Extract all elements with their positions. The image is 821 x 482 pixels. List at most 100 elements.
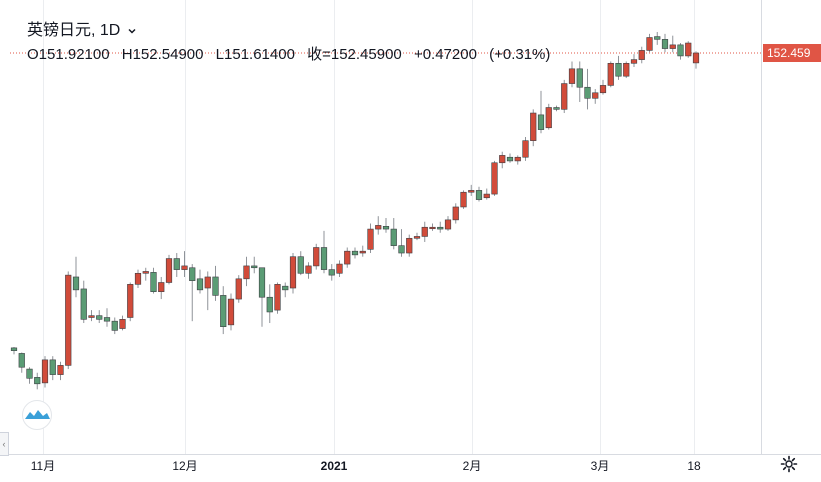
low-value: L151.61400 xyxy=(215,46,295,63)
candle-body-up xyxy=(305,265,312,274)
candle xyxy=(165,254,173,285)
candle xyxy=(367,223,374,254)
candle xyxy=(351,247,359,259)
candle-body-up xyxy=(460,191,467,208)
candle-body-up xyxy=(452,206,459,221)
candle-body-up xyxy=(344,250,351,265)
symbol-label: 英镑日元, 1D xyxy=(27,22,121,39)
high-value: H152.54900 xyxy=(121,46,204,63)
candle xyxy=(189,264,196,322)
candle-body-up xyxy=(127,284,134,318)
time-axis-label: 18 xyxy=(687,459,701,473)
candle-body-up xyxy=(336,263,343,274)
candle xyxy=(568,61,576,88)
candle-body-down xyxy=(576,68,583,88)
candle-body-up xyxy=(289,256,297,289)
change-value: +0.47200 xyxy=(413,46,477,63)
time-axis-label: 2月 xyxy=(463,459,482,473)
chevron-left-icon: ‹ xyxy=(2,439,6,449)
candle-body-down xyxy=(196,278,204,291)
candle xyxy=(34,372,41,390)
candle xyxy=(336,260,343,277)
candle-body-up xyxy=(630,59,638,64)
candle-body-down xyxy=(677,44,684,57)
candle xyxy=(382,218,390,233)
time-axis-label: 3月 xyxy=(591,459,610,473)
candle-body-down xyxy=(297,256,304,274)
chevron-down-icon xyxy=(128,28,136,34)
candle xyxy=(235,275,242,303)
candle xyxy=(282,282,289,298)
candle-body-down xyxy=(49,359,56,375)
candle xyxy=(654,31,661,45)
candle-body-down xyxy=(320,247,328,270)
scroll-left-button[interactable]: ‹ xyxy=(0,432,9,456)
candle-body-up xyxy=(692,52,700,64)
candle xyxy=(685,41,692,58)
candle xyxy=(328,264,335,281)
candle xyxy=(96,310,103,324)
candle xyxy=(134,269,142,289)
candle-body-up xyxy=(359,250,366,254)
candle xyxy=(258,267,266,327)
candle xyxy=(468,184,475,196)
candle-body-down xyxy=(251,265,258,269)
candle xyxy=(158,276,165,300)
wave-logo-icon[interactable] xyxy=(19,400,55,430)
symbol-title[interactable]: 英镑日元, 1D xyxy=(27,16,137,40)
time-axis-label: 12月 xyxy=(172,459,197,473)
candle-body-up xyxy=(235,278,242,300)
candle-body-up xyxy=(367,228,374,250)
candle-body-up xyxy=(243,265,250,280)
candle xyxy=(514,155,521,165)
candle-body-down xyxy=(584,86,591,99)
candle-body-up xyxy=(607,62,614,86)
candle xyxy=(584,68,591,110)
candle-body-down xyxy=(26,368,33,379)
candle-body-down xyxy=(382,226,390,230)
candle-body-down xyxy=(103,317,111,322)
candle-body-up xyxy=(158,282,165,293)
candle xyxy=(452,203,459,224)
candle-body-up xyxy=(468,190,475,193)
last-price-badge: 152.459 xyxy=(763,44,821,62)
candle xyxy=(57,361,64,381)
candle xyxy=(576,61,583,102)
candle-body-up xyxy=(530,112,537,141)
candle-body-down xyxy=(18,353,25,368)
candle-body-down xyxy=(398,245,405,254)
candle-body-down xyxy=(266,296,273,313)
candle xyxy=(615,55,622,80)
candle xyxy=(638,46,645,64)
gear-icon[interactable] xyxy=(779,454,799,474)
candle xyxy=(359,245,366,257)
candle xyxy=(305,262,312,279)
candle xyxy=(522,136,529,161)
candle-body-up xyxy=(592,92,599,99)
candle xyxy=(444,216,452,231)
candle-body-down xyxy=(80,288,87,320)
candle xyxy=(320,230,328,274)
candle-body-up xyxy=(561,83,568,110)
candle-body-down xyxy=(72,276,80,291)
candle-body-down xyxy=(437,226,444,230)
candle xyxy=(677,43,684,60)
candle-body-down xyxy=(10,347,18,351)
candle xyxy=(227,293,235,331)
candle-body-down xyxy=(537,114,545,130)
candle-body-down xyxy=(220,295,227,328)
close-value: 收=152.45900 xyxy=(307,46,402,63)
candle-body-up xyxy=(623,62,630,77)
candle-body-up xyxy=(134,272,142,285)
candle-body-up xyxy=(413,236,421,239)
candlestick-series xyxy=(10,31,700,390)
candle-body-down xyxy=(189,267,196,281)
candle xyxy=(251,256,258,274)
candle-body-down xyxy=(282,285,289,291)
candle xyxy=(243,256,250,287)
candle-body-up xyxy=(685,42,692,57)
time-axis-label: 11月 xyxy=(31,459,55,473)
candle xyxy=(506,153,514,163)
candle-body-down xyxy=(111,320,118,331)
